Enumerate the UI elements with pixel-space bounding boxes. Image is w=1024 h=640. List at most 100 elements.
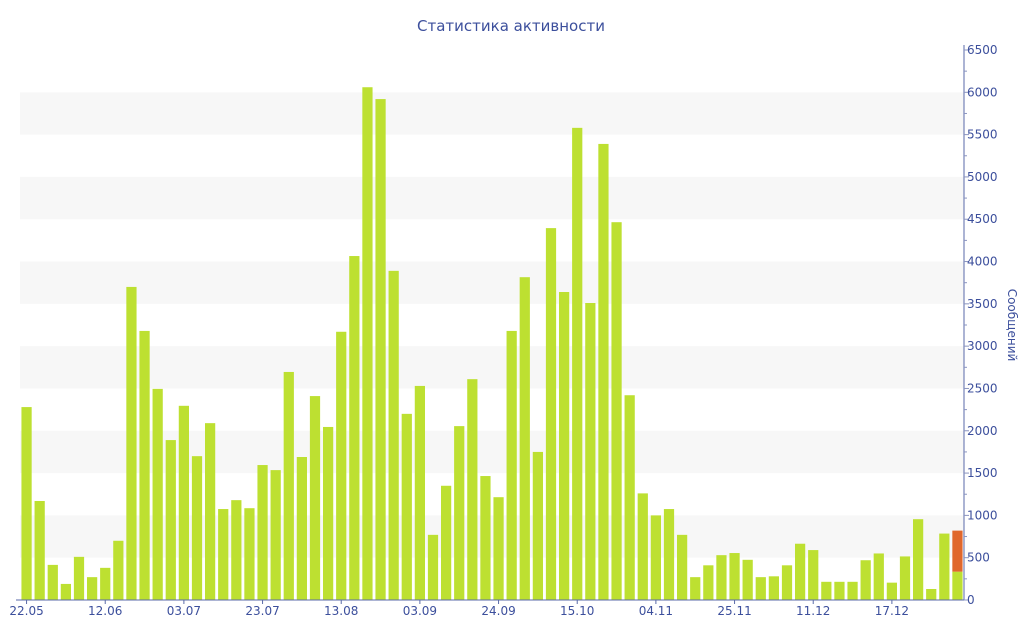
- bar-main: [572, 127, 583, 600]
- bar-main: [126, 286, 137, 600]
- bar-main: [322, 426, 334, 600]
- bar-main: [834, 581, 845, 600]
- bar-main: [663, 509, 675, 600]
- y-tick-label: 0: [967, 593, 975, 607]
- x-tick-label: 24.09: [481, 604, 515, 618]
- bar-main: [821, 581, 832, 600]
- y-tick-label: 500: [967, 551, 990, 565]
- grid-band: [20, 430, 964, 474]
- grid-band: [20, 515, 964, 558]
- bar-main: [532, 451, 544, 600]
- bar-main: [139, 330, 150, 600]
- x-tick-label: 15.10: [560, 604, 594, 618]
- y-tick-label: 5500: [967, 128, 998, 142]
- x-tick-label: 13.08: [324, 604, 358, 618]
- bar-main: [860, 560, 871, 600]
- bar-main: [296, 457, 308, 600]
- bar-main: [218, 509, 229, 600]
- bar-main: [388, 270, 399, 600]
- bar-main: [781, 565, 793, 600]
- y-tick-label: 1500: [967, 466, 998, 480]
- grid-bands: [20, 92, 964, 558]
- bar-main: [808, 550, 819, 600]
- bar-main: [401, 413, 412, 600]
- bar-main: [86, 577, 98, 600]
- bar-main: [204, 423, 216, 600]
- x-tick-label: 03.07: [167, 604, 201, 618]
- bar-main: [34, 501, 45, 600]
- bar-main: [21, 407, 32, 600]
- bar-main: [558, 292, 570, 600]
- bar-main: [768, 576, 780, 600]
- bar-main: [440, 485, 452, 600]
- x-tick-label: 03.09: [403, 604, 437, 618]
- bar-main: [152, 388, 163, 600]
- y-tick-label: 6500: [967, 43, 998, 57]
- bar-main: [742, 559, 753, 600]
- grid-band: [20, 92, 964, 135]
- x-tick-label: 22.05: [9, 604, 43, 618]
- x-tick-label: 04.11: [639, 604, 673, 618]
- bar-main: [794, 543, 806, 600]
- y-tick-label: 4000: [967, 255, 998, 269]
- bar-main: [506, 330, 517, 600]
- y-tick-label: 6000: [967, 85, 998, 99]
- bar-main: [637, 493, 648, 600]
- bar-main: [493, 497, 504, 600]
- grid-band: [20, 261, 964, 304]
- bar-main: [257, 465, 268, 600]
- bar-main: [873, 553, 884, 600]
- bar-main: [309, 396, 321, 600]
- bar-main: [926, 589, 937, 600]
- bar-main: [650, 515, 662, 600]
- bar-main: [624, 395, 635, 600]
- y-tick-label: 1000: [967, 508, 998, 522]
- bar-main: [60, 583, 72, 600]
- bar-main: [47, 564, 58, 600]
- bar-main: [952, 571, 963, 600]
- bar-main: [191, 456, 203, 600]
- y-tick-label: 4500: [967, 212, 998, 226]
- bar-main: [585, 303, 596, 600]
- bar-main: [598, 143, 609, 600]
- bar-main: [703, 565, 714, 600]
- bar-main: [847, 581, 858, 600]
- bar-main: [467, 379, 478, 600]
- x-axis: 22.05 12.06 03.07 23.07 13.08 03.09 24.09 15.10…: [9, 599, 964, 618]
- bar-main: [519, 277, 530, 600]
- y-axis-title: Сообщений: [1005, 289, 1019, 362]
- bar-main: [729, 553, 740, 600]
- bar-main: [231, 500, 242, 600]
- bar-main: [113, 540, 124, 600]
- bar-main: [427, 534, 439, 600]
- bar-main: [349, 256, 360, 600]
- bar-main: [454, 426, 465, 600]
- bar-main: [244, 508, 255, 600]
- bar-main: [755, 577, 766, 600]
- x-tick-label: 17.12: [875, 604, 909, 618]
- bar-main: [939, 533, 950, 600]
- bar-main: [480, 476, 491, 600]
- bar-main: [611, 222, 622, 600]
- y-tick-label: 3000: [967, 339, 998, 353]
- bar-main: [73, 556, 85, 600]
- bar-main: [336, 331, 347, 600]
- bar-main: [716, 555, 727, 600]
- x-tick-label: 12.06: [88, 604, 122, 618]
- bars: [21, 87, 963, 601]
- bar-main: [676, 534, 688, 600]
- bar-main: [690, 577, 701, 600]
- y-axis: 0 500 1000 1500 2000 2500 3000 3500 4000 4500 5000…: [963, 43, 998, 607]
- bar-main: [362, 87, 373, 600]
- x-tick-label: 25.11: [717, 604, 751, 618]
- bar-main: [899, 556, 911, 600]
- bar-main: [270, 470, 281, 600]
- bar-main: [165, 440, 176, 600]
- bar-main: [100, 567, 111, 600]
- bar-current: [952, 530, 963, 572]
- bar-main: [912, 519, 924, 600]
- bar-main: [545, 228, 557, 600]
- x-tick-label: 23.07: [245, 604, 279, 618]
- chart-title: Статистика активности: [417, 17, 605, 35]
- bar-main: [886, 582, 898, 600]
